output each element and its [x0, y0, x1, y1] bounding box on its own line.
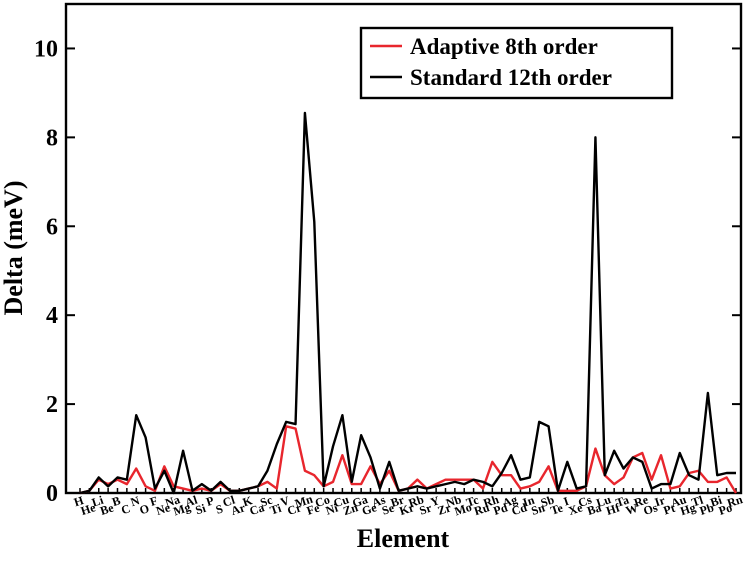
x-tick-label: Ca: [248, 500, 266, 518]
x-tick-label: Ge: [360, 500, 379, 518]
x-tick-label: Bi: [708, 493, 724, 510]
x-tick-label: B: [110, 493, 122, 509]
x-tick-label: Al: [183, 492, 199, 509]
x-tick-label: Te: [549, 500, 566, 517]
y-tick-label: 4: [46, 303, 58, 329]
x-tick-label: Fe: [305, 500, 322, 517]
x-tick-label: Mn: [293, 492, 315, 511]
y-tick-label: 0: [46, 481, 58, 507]
x-tick-label: Sn: [529, 500, 546, 518]
x-tick-label: Po: [717, 500, 734, 517]
x-tick-label: Nb: [444, 492, 463, 510]
legend-label-adaptive: Adaptive 8th order: [410, 34, 598, 59]
x-tick-label: Tl: [690, 493, 706, 510]
x-tick-label: Ti: [268, 501, 284, 518]
y-tick-label: 6: [46, 214, 58, 240]
legend-label-standard: Standard 12th order: [410, 65, 612, 90]
x-tick-label: Zr: [436, 500, 454, 518]
x-tick-label: Xe: [567, 500, 585, 518]
x-axis: HHeLiBeBCNOFNeNaMgAlSiPSClArKCaScTiVCrMn…: [72, 488, 745, 519]
x-tick-label: Ne: [154, 500, 172, 518]
x-tick-label: F: [148, 493, 159, 509]
x-tick-label: Hf: [604, 500, 622, 518]
x-tick-label: Cu: [332, 492, 351, 510]
x-tick-label: Cs: [576, 492, 593, 510]
x-tick-label: Rh: [482, 492, 501, 510]
x-tick-label: Rb: [407, 492, 426, 510]
x-tick-label: He: [79, 500, 98, 518]
x-tick-label: Ba: [585, 500, 603, 518]
x-tick-label: Se: [380, 500, 396, 517]
x-tick-label: Os: [642, 500, 660, 518]
x-tick-label: Pb: [698, 500, 716, 518]
x-tick-label: In: [521, 493, 536, 510]
x-tick-label: Cd: [510, 500, 529, 518]
x-tick-label: Ag: [501, 492, 519, 510]
legend: Adaptive 8th order Standard 12th order: [359, 26, 674, 100]
x-tick-label: Li: [90, 493, 106, 510]
x-tick-label: Mg: [171, 500, 192, 519]
x-tick-label: Tc: [464, 492, 481, 509]
x-tick-label: Pt: [662, 501, 677, 518]
x-tick-label: I: [562, 494, 571, 509]
x-tick-label: Sr: [418, 500, 434, 517]
x-tick-label: Au: [669, 492, 688, 510]
x-tick-label: Sb: [539, 492, 556, 510]
x-tick-label: As: [370, 492, 387, 510]
y-tick-label: 8: [46, 125, 58, 151]
x-tick-label: C: [119, 501, 132, 517]
series-layer: [79, 111, 738, 495]
x-axis-title: Element: [357, 524, 450, 553]
y-tick-label: 10: [34, 36, 58, 62]
x-tick-label: P: [204, 493, 215, 509]
x-tick-label: Rn: [725, 492, 744, 510]
x-tick-label: Br: [389, 492, 407, 510]
x-tick-label: Be: [98, 500, 116, 518]
x-tick-label: Cr: [285, 500, 303, 518]
x-tick-label: Hg: [678, 500, 697, 518]
plot-frame: [64, 2, 743, 495]
x-tick-label: Mo: [453, 500, 474, 519]
x-tick-label: S: [214, 501, 225, 516]
x-tick-label: Re: [632, 492, 650, 510]
x-tick-label: O: [138, 501, 151, 517]
y-tick-label: 2: [46, 392, 58, 418]
x-tick-label: Ar: [229, 500, 247, 518]
x-tick-label: Lu: [594, 492, 613, 510]
legend-box: [359, 26, 674, 100]
x-tick-label: Zn: [341, 500, 360, 518]
series-line-standard-12th-order: [79, 111, 736, 495]
x-tick-label: Ni: [324, 500, 340, 517]
x-tick-label: Ta: [614, 493, 631, 510]
x-tick-label: Sc: [258, 492, 274, 509]
x-tick-label: Co: [313, 492, 331, 510]
x-tick-label: Na: [163, 492, 181, 510]
x-tick-label: Pd: [492, 500, 510, 518]
x-tick-label: W: [624, 501, 640, 518]
x-tick-label: Cl: [221, 492, 237, 509]
y-axis: 0 2 4 6 8 10: [34, 36, 741, 507]
x-tick-label: Ga: [350, 492, 369, 510]
y-axis-title: Delta (meV): [0, 181, 28, 316]
x-tick-label: Kr: [398, 500, 417, 518]
x-tick-label: Ru: [472, 500, 491, 518]
